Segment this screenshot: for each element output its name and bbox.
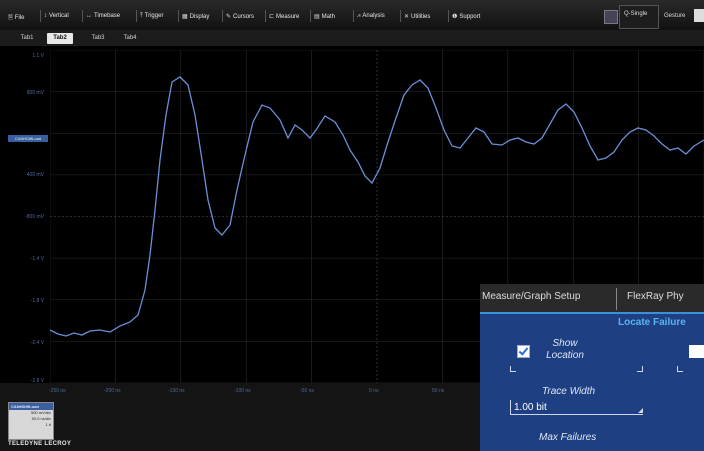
group-corner — [510, 366, 516, 372]
timebase-icon: ↔ — [86, 13, 92, 19]
menu-vertical[interactable]: ↕ Vertical — [44, 13, 69, 19]
menu-label: Timebase — [94, 13, 121, 19]
y-axis-label: -1.8 V — [30, 298, 44, 304]
trace-width-value: 1.00 bit — [514, 402, 547, 413]
y-axis-label: -2.8 V — [30, 378, 44, 384]
menu-separator — [265, 10, 266, 22]
menu-separator — [448, 10, 449, 22]
quick-grid-icon[interactable] — [604, 10, 618, 24]
show-location-text: Show Location — [546, 338, 584, 361]
y-axis-label: -800 mV — [25, 214, 44, 220]
y-axis-label: 1.1 V — [32, 53, 44, 59]
menu-cursors[interactable]: ✎ Cursors — [226, 13, 254, 20]
menu-math[interactable]: ▤ Math — [314, 13, 335, 20]
show-location-checkbox[interactable] — [517, 345, 530, 358]
y-axis-label: -2.4 V — [30, 340, 44, 346]
gesture-label[interactable]: Gesture — [664, 13, 686, 19]
gesture-toggle[interactable] — [694, 9, 704, 22]
trigger-mode-button[interactable]: Q-Single — [619, 5, 659, 29]
trigger-icon: ⤒ — [140, 13, 143, 19]
math-icon: ▤ — [314, 14, 320, 20]
group-corner — [677, 366, 683, 372]
sweep-count: 1 # — [45, 422, 51, 427]
menu-label: Utilities — [411, 14, 431, 20]
tab-measure-graph-setup[interactable]: Measure/Graph Setup — [482, 291, 581, 302]
tab-tab1[interactable]: Tab1 — [20, 35, 34, 41]
menu-display[interactable]: ▦ Display — [182, 13, 209, 20]
menu-label: Vertical — [49, 13, 69, 19]
x-axis-label: -200 ns — [104, 388, 121, 394]
brand-logo: TELEDYNE LECROY — [8, 441, 72, 447]
show-location-label: Show Location — [540, 338, 590, 362]
support-icon: ❶ — [452, 14, 458, 20]
vertical-icon: ↕ — [44, 13, 47, 19]
x-axis-label: -50 ns — [300, 388, 314, 394]
tab-tab2[interactable]: Tab2 — [47, 33, 73, 44]
menu-separator — [178, 10, 179, 22]
menu-label: Support — [459, 14, 481, 20]
menu-separator — [400, 10, 401, 22]
menu-label: Display — [189, 14, 210, 20]
menu-measure[interactable]: ⊏ Measure — [269, 13, 299, 20]
menu-label: Trigger — [144, 13, 164, 19]
y-axis-label: -1.4 V — [30, 256, 44, 262]
file-icon: 🗎 — [8, 15, 13, 21]
analysis-icon: ⩘ — [357, 13, 361, 19]
menu-separator — [222, 10, 223, 22]
dialog-tab-bar: Measure/Graph Setup FlexRay Phy — [480, 284, 704, 314]
menu-analysis[interactable]: ⩘ Analysis — [357, 13, 385, 20]
x-axis-label: -250 ns — [49, 388, 66, 394]
tab-bar: Tab1 Tab2 Tab3 Tab4 — [0, 30, 704, 46]
tab-tab3[interactable]: Tab3 — [91, 35, 105, 41]
x-axis-label: 50 ns — [432, 388, 445, 394]
menu-separator — [353, 10, 354, 22]
measure-graph-dialog: Measure/Graph Setup FlexRay Phy Locate F… — [480, 284, 704, 451]
menu-label: Analysis — [362, 13, 385, 19]
menu-file[interactable]: 🗎 File — [8, 13, 25, 23]
max-failures-label: Max Failures — [539, 432, 597, 443]
utilities-icon: ✕ — [404, 14, 410, 20]
status-strip — [0, 383, 480, 451]
x-axis-label: -100 ns — [234, 388, 251, 394]
menu-label: Measure — [276, 14, 300, 20]
secondary-checkbox[interactable] — [689, 345, 704, 358]
menu-bar: 🗎 File ↕ Vertical ↔ Timebase ⤒ Trigger ▦ Display ✎… — [0, 0, 704, 31]
trace-descriptor[interactable]: CANHDiffLoad 500 mV/div 50.0 ns/div 1 # — [8, 402, 54, 440]
trace-name: CANHDiffLoad — [9, 403, 53, 410]
group-corner — [637, 366, 643, 372]
x-axis-label: 0 ns — [369, 388, 379, 394]
display-icon: ▦ — [182, 14, 188, 20]
menu-utilities[interactable]: ✕ Utilities — [404, 13, 430, 20]
tab-divider — [616, 288, 617, 310]
menu-label: File — [14, 15, 25, 21]
menu-support[interactable]: ❶ Support — [452, 13, 480, 20]
y-axis-label: 800 mV — [26, 90, 44, 96]
menu-separator — [136, 10, 137, 22]
trigger-mode-label: Q-Single — [624, 11, 648, 17]
menu-label: Cursors — [233, 14, 255, 20]
y-axis-label: 400 mV — [26, 172, 44, 178]
tab-tab4[interactable]: Tab4 — [123, 35, 137, 41]
volts-per-div: 500 mV/div — [30, 410, 51, 415]
menu-separator — [40, 10, 41, 22]
menu-label: Math — [321, 14, 336, 20]
tab-flexray-phy[interactable]: FlexRay Phy — [627, 291, 684, 302]
trace-width-field[interactable]: 1.00 bit — [510, 400, 643, 415]
trace-width-label: Trace Width — [542, 386, 596, 397]
x-axis-label: -150 ns — [168, 388, 185, 394]
field-dropdown-icon — [638, 408, 643, 413]
cursors-icon: ✎ — [226, 14, 232, 20]
time-per-div: 50.0 ns/div — [31, 416, 51, 421]
waveform-trace — [50, 76, 704, 337]
menu-trigger[interactable]: ⤒ Trigger — [140, 13, 163, 20]
menu-separator — [310, 10, 311, 22]
section-title: Locate Failure — [618, 317, 686, 328]
menu-timebase[interactable]: ↔ Timebase — [86, 13, 120, 19]
trace-offset-marker[interactable]: CANHDiffLoad — [8, 135, 48, 142]
menu-separator — [82, 10, 83, 22]
measure-icon: ⊏ — [269, 14, 275, 20]
